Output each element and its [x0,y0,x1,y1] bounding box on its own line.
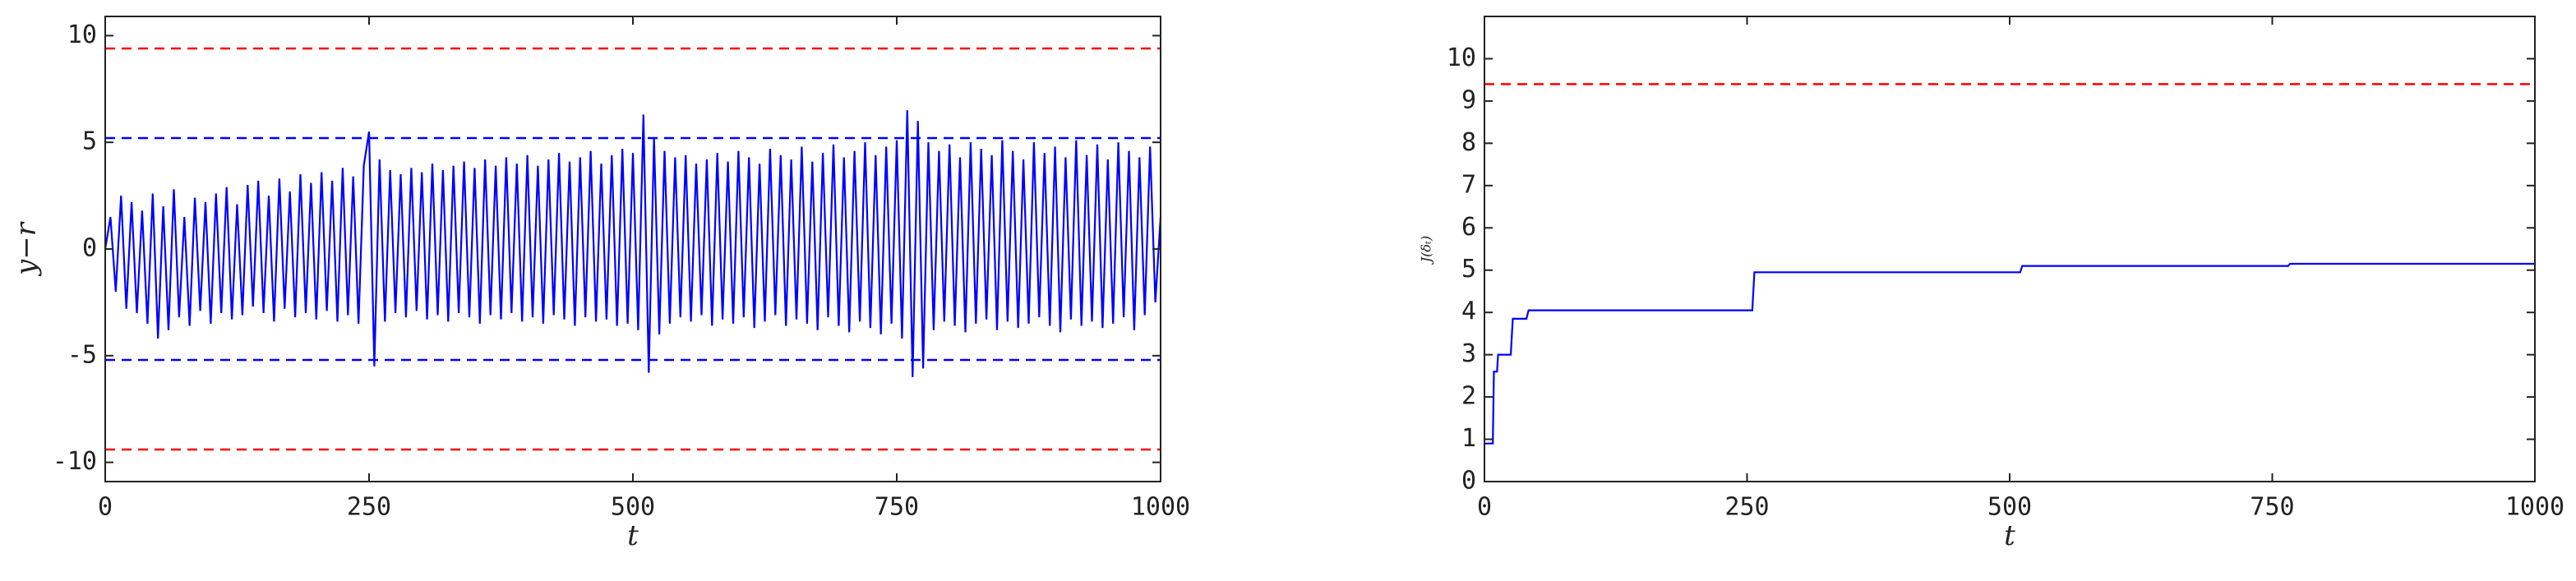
y-tick-label: -10 [53,447,97,476]
data-line [104,110,1162,377]
y-tick-label: 5 [1461,255,1476,284]
data-line [1484,262,2535,445]
y-tick-label: -5 [67,340,97,369]
x-axis-label: t [627,519,639,552]
axes-box [104,16,1161,482]
y-tick-label: 8 [1461,128,1476,157]
y-tick-label: 10 [1447,44,1476,72]
x-axis-label: t [2004,519,2015,552]
x-tick-label: 1000 [1131,493,1190,522]
y-axis-label: J(δₜ) [1419,236,1434,265]
x-tick-label: 750 [875,493,919,522]
y-tick-label: 5 [82,127,97,156]
y-tick-label: 9 [1461,85,1476,114]
x-tick-label: 0 [1477,493,1492,522]
y-axis-label: y−r [10,221,43,277]
y-tick-label: 6 [1461,213,1476,242]
x-tick-label: 750 [2250,493,2294,522]
y-tick-label: 2 [1461,382,1476,411]
y-tick-label: 0 [82,234,97,263]
y-tick-label: 0 [1461,467,1476,496]
x-tick-label: 1000 [2505,493,2564,522]
x-tick-label: 250 [347,493,391,522]
y-tick-label: 4 [1461,297,1476,326]
y-tick-label: 7 [1461,170,1476,199]
x-tick-label: 500 [611,493,655,522]
x-tick-label: 500 [1987,493,2032,522]
y-tick-label: 10 [67,21,97,49]
y-tick-label: 1 [1461,424,1476,453]
axes-box [1484,16,2536,482]
x-tick-label: 250 [1724,493,1769,522]
y-tick-label: 3 [1461,339,1476,368]
x-tick-label: 0 [98,493,113,522]
